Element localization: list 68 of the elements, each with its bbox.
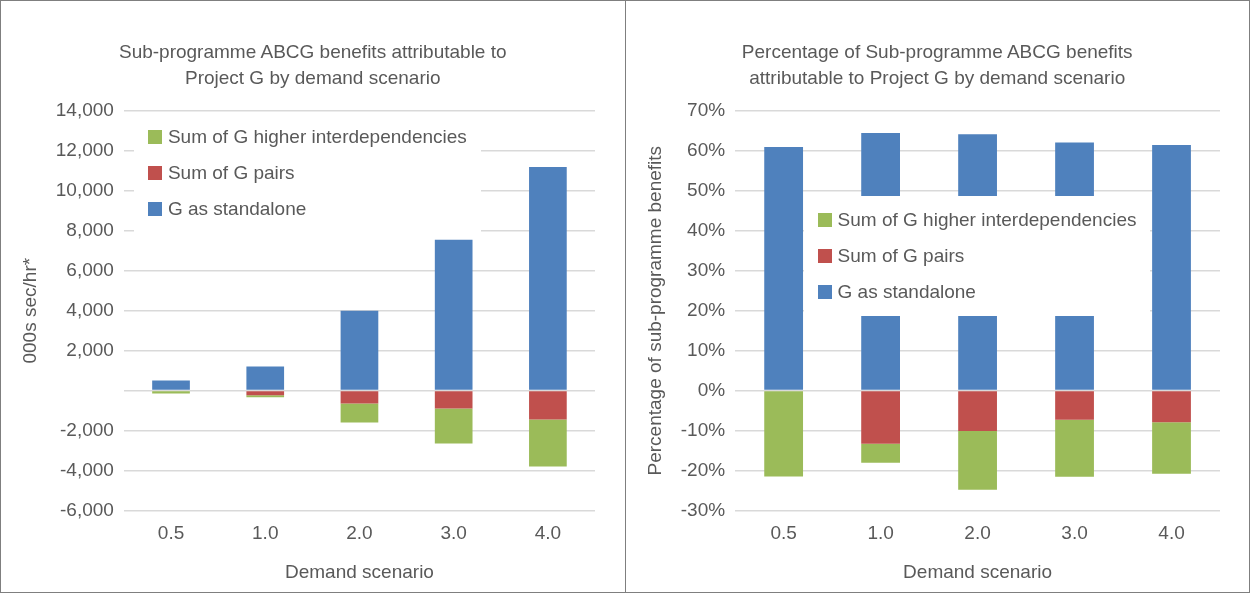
y-tick-label: 6,000 — [66, 258, 114, 280]
bar — [152, 380, 190, 390]
bar — [340, 403, 379, 423]
x-tick-label: 0.5 — [769, 522, 797, 544]
bar — [434, 239, 473, 390]
bar — [763, 146, 803, 390]
bar — [246, 366, 285, 390]
chart-title: Sub-programme ABCG benefits attributable to Project G by demand scenario — [117, 40, 508, 90]
y-axis-title: Percentage of sub-programme benefits — [643, 145, 665, 476]
y-tick-label: 0% — [697, 378, 725, 400]
y-tick-label: -4,000 — [60, 458, 114, 480]
legend-label: Sum of G pairs — [167, 162, 295, 184]
x-axis-title: Demand scenario — [902, 560, 1052, 582]
bar — [529, 419, 567, 467]
legend-label: Sum of G pairs — [837, 244, 965, 267]
y-tick-label: 10% — [686, 338, 725, 360]
y-tick-label: 40% — [686, 219, 725, 241]
bar — [340, 391, 379, 404]
y-tick-label: 50% — [686, 179, 725, 201]
y-tick-label: 2,000 — [66, 338, 114, 360]
x-tick-label: 3.0 — [440, 522, 467, 544]
x-tick-label: 2.0 — [963, 522, 991, 544]
bar — [763, 391, 803, 477]
x-tick-label: 0.5 — [157, 522, 185, 544]
bar — [1151, 422, 1191, 474]
bar — [860, 443, 900, 463]
y-tick-label: 70% — [686, 99, 725, 121]
y-tick-label: -20% — [680, 458, 725, 480]
y-tick-label: 14,000 — [55, 99, 114, 121]
y-axis-title: 000s sec/hr* — [18, 257, 40, 364]
bar — [1151, 391, 1191, 423]
y-tick-label: 8,000 — [66, 219, 114, 241]
legend-label: G as standalone — [837, 280, 976, 303]
bar — [434, 391, 473, 409]
bar — [957, 430, 997, 490]
y-tick-label: 12,000 — [55, 139, 114, 161]
legend-label: Sum of G higher interdependencies — [837, 208, 1137, 231]
y-tick-label: -6,000 — [60, 498, 114, 520]
y-tick-label: 10,000 — [55, 179, 114, 201]
y-tick-label: -30% — [680, 498, 725, 520]
bar — [340, 310, 379, 390]
x-tick-label: 1.0 — [252, 522, 279, 544]
bar — [1054, 419, 1094, 477]
legend-label: Sum of G higher interdependencies — [167, 126, 467, 148]
y-tick-label: 20% — [686, 298, 725, 320]
bar — [957, 391, 997, 431]
x-tick-label: 2.0 — [346, 522, 373, 544]
bar — [1151, 144, 1191, 390]
chart-title: Percentage of Sub-programme ABCG benefits attributable to Project G by demand scenario — [740, 40, 1134, 90]
x-tick-label: 4.0 — [534, 522, 562, 544]
bar — [246, 395, 285, 398]
bar — [529, 166, 567, 390]
y-tick-label: 30% — [686, 258, 725, 280]
y-tick-label: 4,000 — [66, 298, 114, 320]
x-tick-label: 4.0 — [1157, 522, 1185, 544]
y-tick-label: 60% — [686, 139, 725, 161]
bar — [529, 391, 567, 420]
x-axis-title: Demand scenario — [285, 560, 434, 582]
bar — [434, 408, 473, 444]
bar — [246, 391, 285, 396]
legend-label: G as standalone — [167, 198, 307, 220]
bar — [860, 391, 900, 444]
x-tick-label: 3.0 — [1060, 522, 1088, 544]
bar — [1054, 391, 1094, 420]
y-tick-label: -2,000 — [60, 418, 114, 440]
y-tick-label: -10% — [680, 418, 725, 440]
bar — [152, 391, 190, 394]
x-tick-label: 1.0 — [866, 522, 894, 544]
